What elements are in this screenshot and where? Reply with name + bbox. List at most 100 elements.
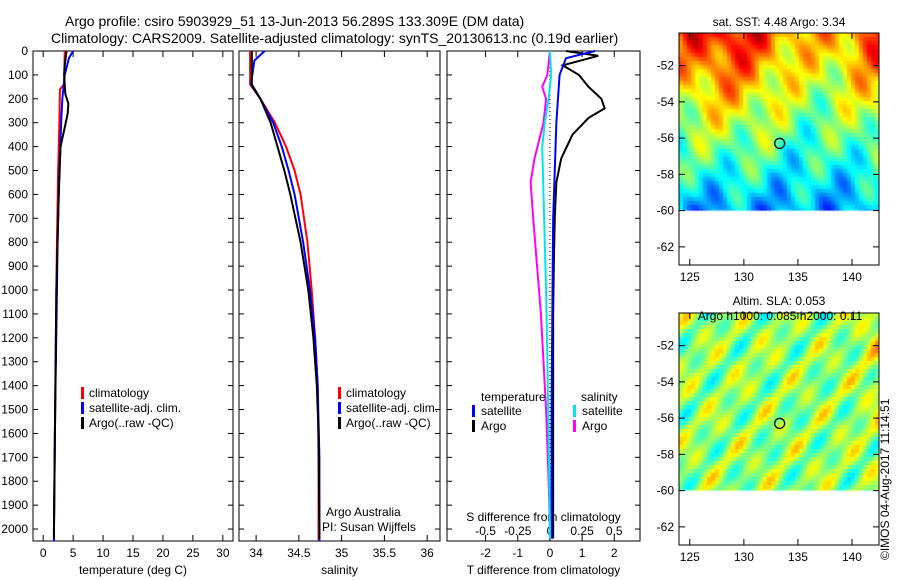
legend-label: climatology	[89, 386, 149, 400]
map-y-tick-label: -52	[657, 339, 675, 353]
y-tick-label: 200	[8, 92, 28, 106]
argo-position-marker	[773, 417, 786, 430]
x-tick-label: 34.5	[287, 546, 311, 560]
x-tick-label: 0	[40, 546, 47, 560]
map-frame	[678, 312, 880, 546]
map-y-tick-label: -60	[657, 204, 675, 218]
x-tick-label: 1	[579, 546, 586, 560]
legend-swatch	[81, 417, 84, 429]
legend-label: satellite	[582, 404, 623, 418]
plot-frame-1	[238, 50, 441, 542]
map-y-tick-label: -60	[657, 484, 675, 498]
legend-swatch	[472, 420, 475, 432]
map-y-tick-label: -54	[657, 375, 675, 389]
y-tick-label: 1100	[2, 307, 28, 321]
legend-label: Argo	[582, 419, 608, 433]
map-y-tick-label: -52	[657, 59, 675, 73]
plot-frame-2	[446, 50, 641, 542]
x-tick-label: 5	[70, 546, 77, 560]
y-tick-label: 1400	[1, 379, 28, 393]
y-tick-label: 1800	[1, 474, 28, 488]
x-tick-label: 30	[216, 546, 230, 560]
y-tick-label: 1000	[1, 283, 28, 297]
title-line-2: Climatology: CARS2009. Satellite-adjuste…	[51, 30, 619, 46]
x-tick-label: 20	[156, 546, 170, 560]
map-frame	[678, 32, 880, 266]
y-tick-label: 1500	[1, 403, 28, 417]
map-x-tick-label: 125	[680, 270, 700, 284]
x-tick-label: 35.5	[373, 546, 397, 560]
y-tick-label: 2000	[1, 522, 28, 536]
x-tick-label: -1	[512, 546, 523, 560]
legend-swatch	[81, 387, 84, 399]
title-line-1: Argo profile: csiro 5903929_51 13-Jun-20…	[65, 13, 525, 29]
y-tick-label: 700	[8, 211, 28, 225]
sla-map-title: Altim. SLA: 0.053	[733, 294, 826, 308]
legend-label: Argo	[481, 419, 507, 433]
y-tick-label: 0	[21, 44, 28, 58]
y-tick-label: 1900	[1, 498, 28, 512]
map-y-tick-label: -62	[657, 520, 675, 534]
x-tick-label: 35	[335, 546, 349, 560]
legend-label: climatology	[346, 386, 406, 400]
y-tick-label: 1300	[1, 355, 28, 369]
legend-swatch	[573, 405, 576, 417]
series-line-t-argo	[552, 50, 606, 539]
series-line-s-argo	[529, 50, 551, 530]
s-tick-label: 0.25	[570, 524, 594, 538]
map-x-tick-label: 135	[788, 550, 808, 564]
y-tick-label: 400	[8, 140, 28, 154]
legend-swatch	[573, 420, 576, 432]
x-tick-label: 15	[126, 546, 140, 560]
map-y-tick-label: -56	[657, 131, 675, 145]
x-tick-label: 2	[611, 546, 618, 560]
y-tick-label: 1200	[1, 331, 28, 345]
y-tick-label: 1600	[1, 426, 28, 440]
x-axis-label: salinity	[321, 563, 358, 577]
map-x-tick-label: 130	[734, 550, 754, 564]
series-line-argo-raw-qc-	[52, 50, 70, 539]
y-tick-label: 600	[8, 187, 28, 201]
map-x-tick-label: 140	[842, 550, 862, 564]
s-tick-label: -0.5	[475, 524, 496, 538]
x-tick-label: -2	[480, 546, 491, 560]
s-axis-label: S difference from climatology	[466, 510, 621, 524]
sla-map-subtitle: Argo h1000: 0.085 h2000: 0.11	[698, 309, 863, 323]
x-tick-label: 25	[186, 546, 200, 560]
map-x-tick-label: 140	[842, 270, 862, 284]
argo-position-marker	[773, 137, 786, 150]
legend-swatch	[472, 405, 475, 417]
series-line-argo-raw-qc-	[250, 51, 321, 539]
s-tick-label: -0.25	[504, 524, 532, 538]
x-axis-label: temperature (deg C)	[79, 563, 187, 577]
series-line-t-satellite	[550, 50, 596, 539]
x-tick-label: 10	[96, 546, 110, 560]
y-tick-label: 500	[8, 164, 28, 178]
legend-label: satellite-adj. clim.	[89, 401, 181, 415]
legend-swatch	[81, 402, 84, 414]
s-tick-label: 0.5	[606, 524, 623, 538]
annotation-institution: Argo Australia	[326, 505, 401, 519]
y-tick-label: 900	[8, 259, 28, 273]
map-y-tick-label: -58	[657, 447, 675, 461]
y-tick-label: 800	[8, 235, 28, 249]
map-x-tick-label: 135	[788, 270, 808, 284]
copyright-label: ©IMOS 04-Aug-2017 11:14:51	[878, 398, 892, 560]
y-tick-label: 100	[8, 68, 28, 82]
sla-map	[679, 313, 879, 545]
sst-map-title: sat. SST: 4.48 Argo: 3.34	[713, 15, 846, 29]
legend-label: Argo(..raw -QC)	[346, 416, 431, 430]
map-y-tick-label: -56	[657, 411, 675, 425]
legend-swatch	[338, 387, 341, 399]
x-tick-label: 0	[547, 546, 554, 560]
legend-swatch	[338, 402, 341, 414]
sst-map	[679, 33, 879, 265]
map-y-tick-label: -62	[657, 240, 675, 254]
map-y-tick-label: -58	[657, 167, 675, 181]
legend-header-salinity: salinity	[581, 390, 618, 404]
map-y-tick-label: -54	[657, 95, 675, 109]
legend-header-temperature: temperature	[481, 390, 546, 404]
